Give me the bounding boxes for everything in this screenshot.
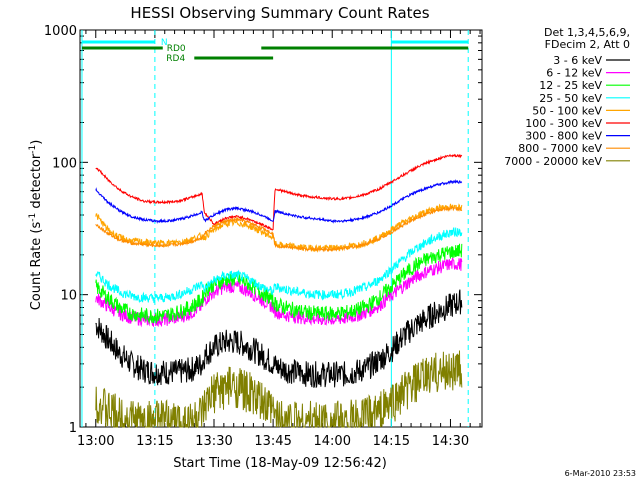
flag-bar-label: RD4 xyxy=(166,54,185,64)
legend-entry-label: 25 - 50 keV xyxy=(539,92,602,105)
legend: Det 1,3,4,5,6,9,FDecim 2, Att 0 3 - 6 keV… xyxy=(504,26,630,168)
x-tick-label: 13:15 xyxy=(136,434,173,449)
y-tick-label: 1000 xyxy=(44,24,77,39)
series-line-2 xyxy=(95,243,463,325)
x-tick-label: 13:00 xyxy=(77,434,114,449)
series-line-3 xyxy=(95,227,463,304)
legend-header-line: Det 1,3,4,5,6,9, xyxy=(544,26,630,39)
x-tick-label: 13:45 xyxy=(254,434,291,449)
y-tick-label: 100 xyxy=(52,156,77,171)
legend-entry-label: 7000 - 20000 keV xyxy=(504,155,602,168)
plot-area: 1 10 100 1000 13:00 13:15 13:30 13:45 14:00 14:15… xyxy=(44,24,483,449)
y-tick-label: 1 xyxy=(69,421,77,436)
legend-entry-label: 50 - 100 keV xyxy=(532,104,602,117)
series-line-7 xyxy=(95,205,463,253)
y-axis-label: Count Rate (s-1 detector-1) xyxy=(28,140,44,311)
series-line-8 xyxy=(95,350,463,429)
y-tick-label: 10 xyxy=(60,289,77,304)
legend-entry-label: 6 - 12 keV xyxy=(546,67,602,80)
x-tick-label: 13:30 xyxy=(195,434,232,449)
legend-entry-label: 300 - 800 keV xyxy=(525,130,602,143)
legend-entry-label: 3 - 6 keV xyxy=(553,54,602,67)
flag-bar-label: RD0 xyxy=(167,44,186,54)
footer-date: 6-Mar-2010 23:53 xyxy=(565,469,636,478)
x-axis-label: Start Time (18-May-09 12:56:42) xyxy=(173,456,387,471)
x-tick-label: 14:00 xyxy=(314,434,351,449)
legend-entry-label: 100 - 300 keV xyxy=(525,117,602,130)
legend-entry-label: 800 - 7000 keV xyxy=(518,142,602,155)
chart-title: HESSI Observing Summary Count Rates xyxy=(130,4,429,22)
legend-header-line: FDecim 2, Att 0 xyxy=(545,38,630,51)
series-line-0 xyxy=(95,289,463,389)
flag-bar-label: N xyxy=(161,38,168,48)
series-line-5 xyxy=(95,153,463,231)
x-tick-label: 14:30 xyxy=(432,434,469,449)
x-tick-label: 14:15 xyxy=(373,434,410,449)
legend-entry-label: 12 - 25 keV xyxy=(539,79,602,92)
series-line-6 xyxy=(95,179,463,224)
